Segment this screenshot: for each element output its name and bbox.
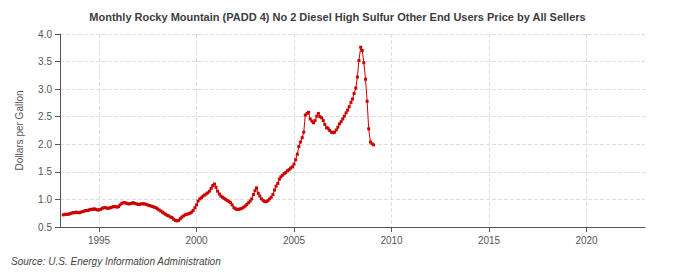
svg-text:Source: U.S. Energy Informatio: Source: U.S. Energy Information Administ… [11,256,221,267]
svg-text:3.0: 3.0 [38,84,52,95]
svg-text:Dollars per Gallon: Dollars per Gallon [14,90,25,170]
svg-text:2000: 2000 [185,235,208,246]
svg-text:0.5: 0.5 [38,222,52,233]
svg-text:1.5: 1.5 [38,166,52,177]
svg-text:Monthly Rocky Mountain (PADD 4: Monthly Rocky Mountain (PADD 4) No 2 Die… [89,11,585,23]
svg-text:2005: 2005 [283,235,306,246]
svg-text:3.5: 3.5 [38,56,52,67]
svg-text:2.5: 2.5 [38,111,52,122]
svg-text:2010: 2010 [380,235,403,246]
svg-text:4.0: 4.0 [38,29,52,40]
svg-text:1.0: 1.0 [38,194,52,205]
svg-text:2.0: 2.0 [38,139,52,150]
svg-text:2015: 2015 [478,235,501,246]
svg-text:1995: 1995 [88,235,111,246]
svg-text:2020: 2020 [575,235,598,246]
